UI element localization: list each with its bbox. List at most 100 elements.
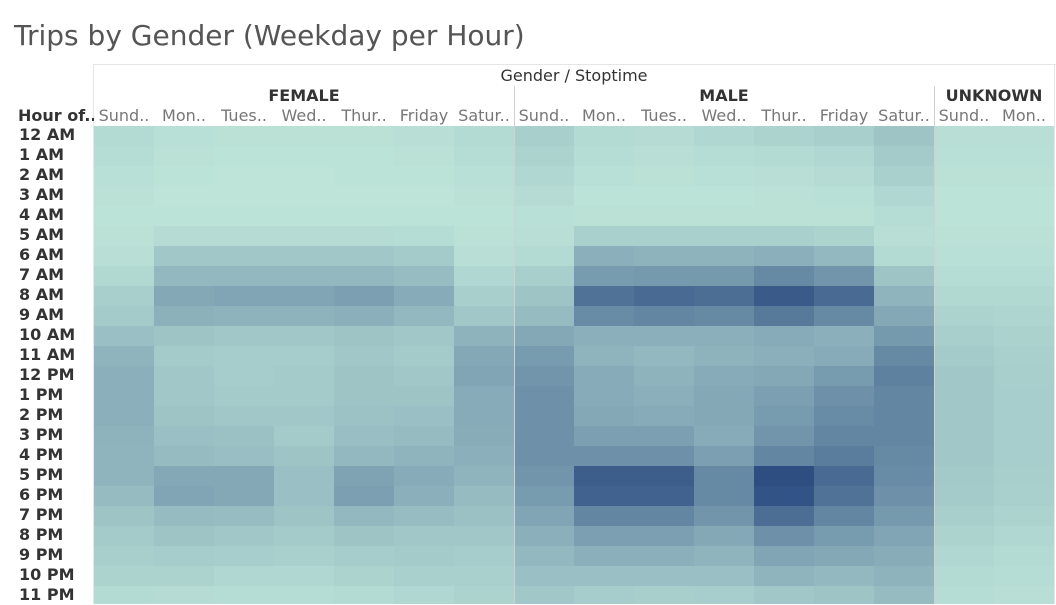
heatmap-cell [634,286,694,306]
heatmap-cell [874,466,934,486]
heatmap-cell [994,426,1054,446]
heatmap-cell [754,166,814,186]
heatmap-cell [934,386,994,406]
heatmap-cell [814,206,874,226]
heatmap-cell [154,326,214,346]
heatmap-cell [94,586,154,604]
heatmap-cell [514,406,574,426]
heatmap-cell [994,586,1054,604]
heatmap-cell [874,346,934,366]
heatmap-cell [934,366,994,386]
heatmap-cell [934,246,994,266]
heatmap-cell [94,326,154,346]
heatmap-cell [394,486,454,506]
heatmap-cell [154,306,214,326]
heatmap-cell [574,426,634,446]
heatmap-cell [634,386,694,406]
heatmap-cell [874,566,934,586]
heatmap-cell [514,346,574,366]
heatmap-cell [154,226,214,246]
heatmap-cell [574,186,634,206]
heatmap-cell [514,206,574,226]
heatmap-cell [214,246,274,266]
hour-label: 11 AM [19,345,76,364]
heatmap-cell [514,546,574,566]
heatmap-cell [274,466,334,486]
heatmap-cell [394,386,454,406]
heatmap-cell [574,246,634,266]
heatmap-cell [634,246,694,266]
heatmap-cell [874,506,934,526]
heatmap-cell [694,286,754,306]
heatmap-cell [214,386,274,406]
heatmap-cell [874,266,934,286]
heatmap-cell [154,186,214,206]
heatmap-cell [994,546,1054,566]
day-label: Friday [399,106,449,125]
hour-label: 4 AM [19,205,65,224]
heatmap-cell [514,466,574,486]
heatmap-cell [574,486,634,506]
heatmap-cell [214,126,274,146]
heatmap-cell [754,226,814,246]
heatmap-cell [454,166,514,186]
heatmap-cell [394,466,454,486]
heatmap-cell [694,306,754,326]
heatmap-cell [394,186,454,206]
heatmap-cell [274,166,334,186]
heatmap-cell [874,226,934,246]
heatmap-cell [274,346,334,366]
heatmap-cell [814,426,874,446]
heatmap-cell [94,306,154,326]
grid-frame-left [93,64,94,604]
heatmap-cell [154,146,214,166]
heatmap-cell [274,386,334,406]
heatmap-cell [814,406,874,426]
hour-label: 11 PM [19,585,75,604]
day-label: Satur.. [878,106,930,125]
heatmap-cell [694,246,754,266]
hour-label: 12 PM [19,365,75,384]
heatmap-cell [154,366,214,386]
heatmap-cell [934,426,994,446]
day-label: Mon.. [582,106,626,125]
day-label: Wed.. [701,106,747,125]
heatmap-cell [754,326,814,346]
heatmap-cell [94,546,154,566]
heatmap-cell [694,206,754,226]
heatmap-cell [574,286,634,306]
heatmap-cell [394,566,454,586]
heatmap-cell [94,126,154,146]
heatmap-cell [154,286,214,306]
heatmap-cell [934,446,994,466]
heatmap-cell [154,446,214,466]
heatmap-cell [454,346,514,366]
hour-label: 10 PM [19,565,75,584]
day-label: Sund.. [938,106,990,125]
heatmap-cell [574,366,634,386]
day-label: Satur.. [458,106,510,125]
heatmap-cell [694,506,754,526]
heatmap-cell [874,586,934,604]
heatmap-cell [334,306,394,326]
heatmap-cell [94,186,154,206]
heatmap-cell [214,506,274,526]
heatmap-cell [454,466,514,486]
heatmap-cell [454,146,514,166]
heatmap-cell [94,406,154,426]
heatmap-cell [754,146,814,166]
heatmap-cell [514,506,574,526]
heatmap-cell [754,546,814,566]
heatmap-cell [514,586,574,604]
heatmap-cell [334,326,394,346]
heatmap-cell [754,206,814,226]
heatmap-cell [334,126,394,146]
heatmap-cell [574,166,634,186]
heatmap-cell [934,306,994,326]
heatmap-cell [694,406,754,426]
heatmap-cell [634,306,694,326]
heatmap-cell [154,246,214,266]
heatmap-cell [634,226,694,246]
group-separator [934,86,935,604]
hour-label: 6 PM [19,485,64,504]
